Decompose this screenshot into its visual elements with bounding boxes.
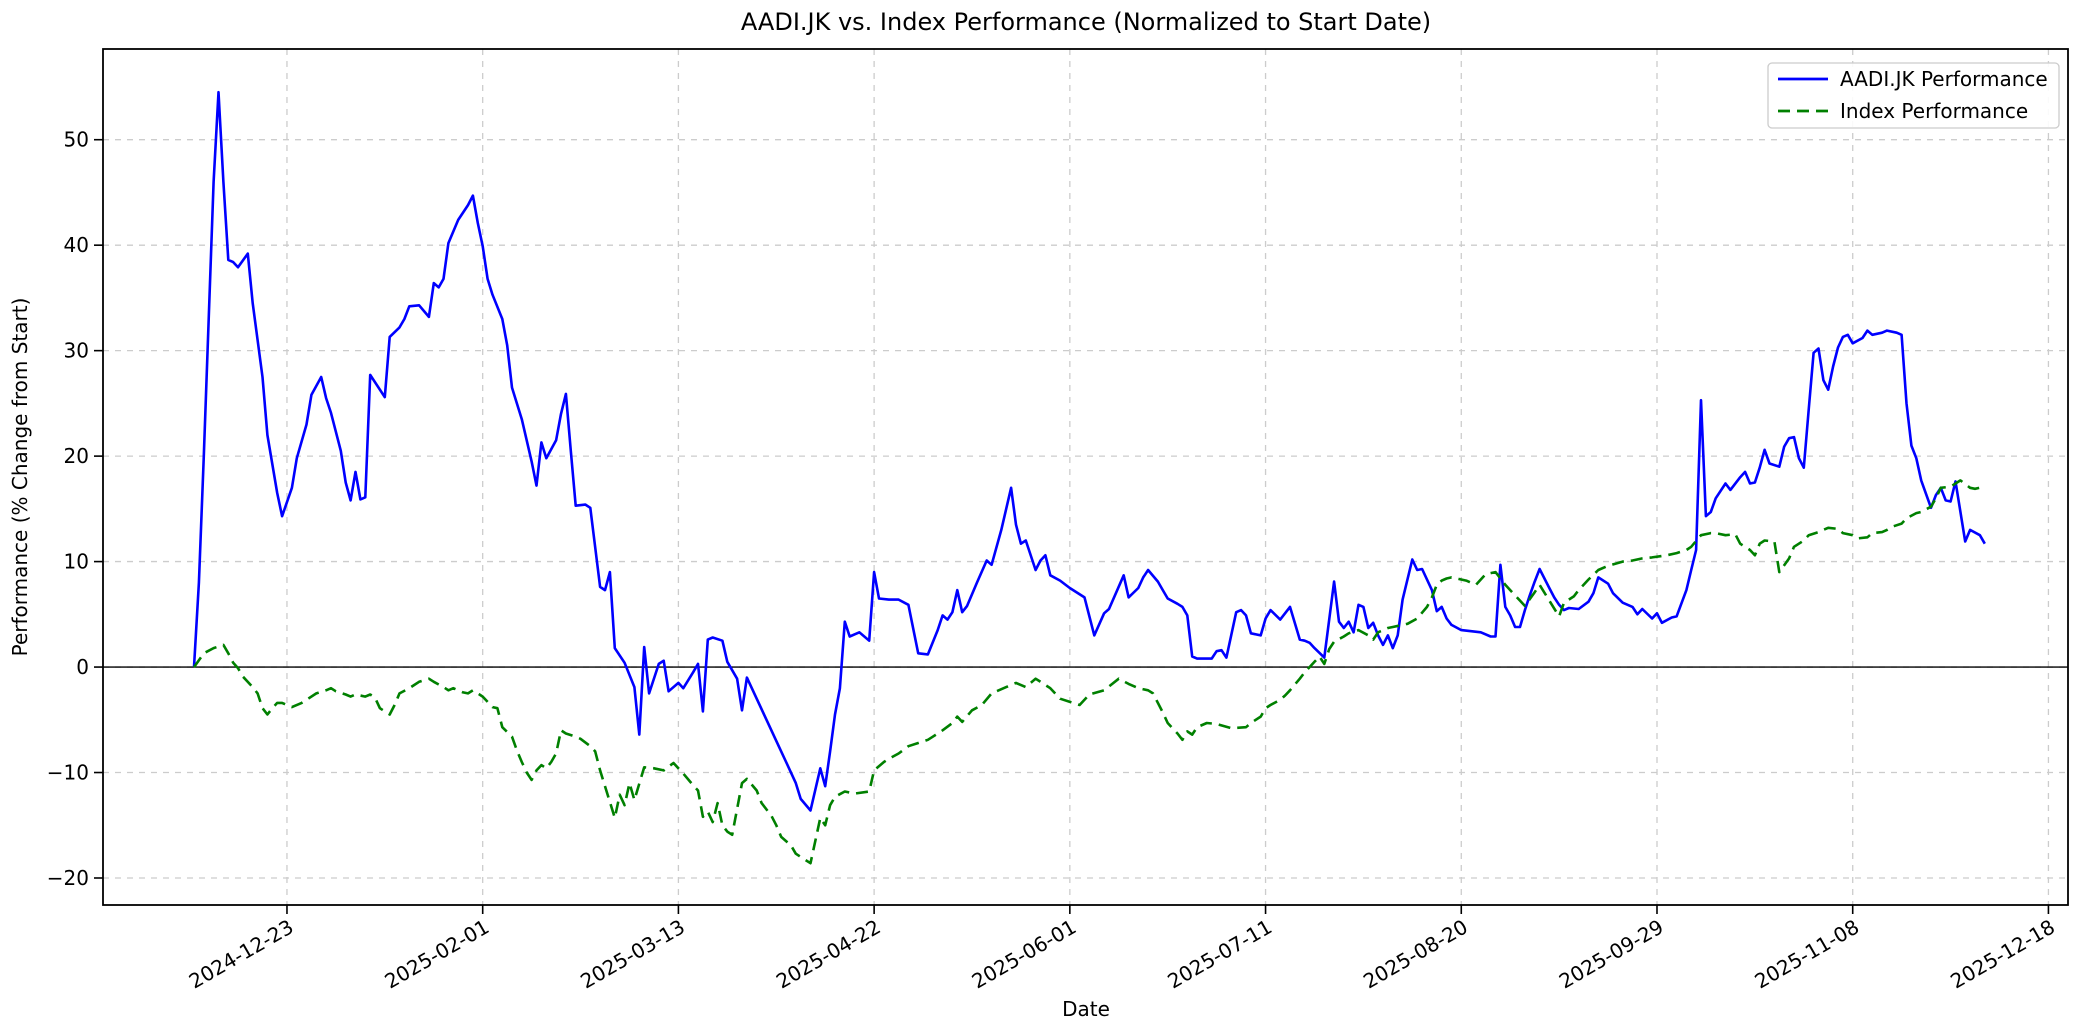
x-tick-label: 2025-06-01 <box>968 915 1081 994</box>
x-tick-label: 2025-09-29 <box>1555 915 1668 994</box>
x-tick-label: 2025-04-22 <box>772 915 885 994</box>
x-tick-label: 2025-12-18 <box>1946 915 2059 994</box>
aadi-performance-line <box>192 90 1986 812</box>
legend-box <box>1767 62 2060 129</box>
y-axis-label: Performance (% Change from Start) <box>8 298 32 657</box>
y-tick-label: 0 <box>76 655 89 679</box>
y-tick-label: 40 <box>64 233 89 257</box>
legend-entry-label: AADI.JK Performance <box>1840 67 2048 91</box>
legend-entry-label: Index Performance <box>1840 99 2028 123</box>
y-tick-label: 10 <box>64 550 89 574</box>
y-tick-label: −20 <box>47 866 89 890</box>
plot-area: 2024-12-23 2025-02-01 2025-03-13 2025-04-22… <box>47 48 2069 994</box>
y-tick-label: 20 <box>64 444 89 468</box>
x-tick-label: 2025-07-11 <box>1163 915 1276 994</box>
x-tick-label: 2024-12-23 <box>185 915 298 994</box>
index-performance-line <box>192 479 1986 865</box>
y-tick-label: −10 <box>47 761 89 785</box>
plot-border <box>102 48 2069 906</box>
x-tick-label: 2025-02-01 <box>381 915 494 994</box>
y-tick-label: 50 <box>64 128 89 152</box>
x-tick-label: 2025-11-08 <box>1751 915 1864 994</box>
chart-title: AADI.JK vs. Index Performance (Normalize… <box>741 8 1431 36</box>
y-tick-label: 30 <box>64 339 89 363</box>
x-tick-label: 2025-08-20 <box>1359 915 1472 994</box>
x-axis-label: Date <box>1062 997 1110 1021</box>
x-tick-label: 2025-03-13 <box>576 915 689 994</box>
